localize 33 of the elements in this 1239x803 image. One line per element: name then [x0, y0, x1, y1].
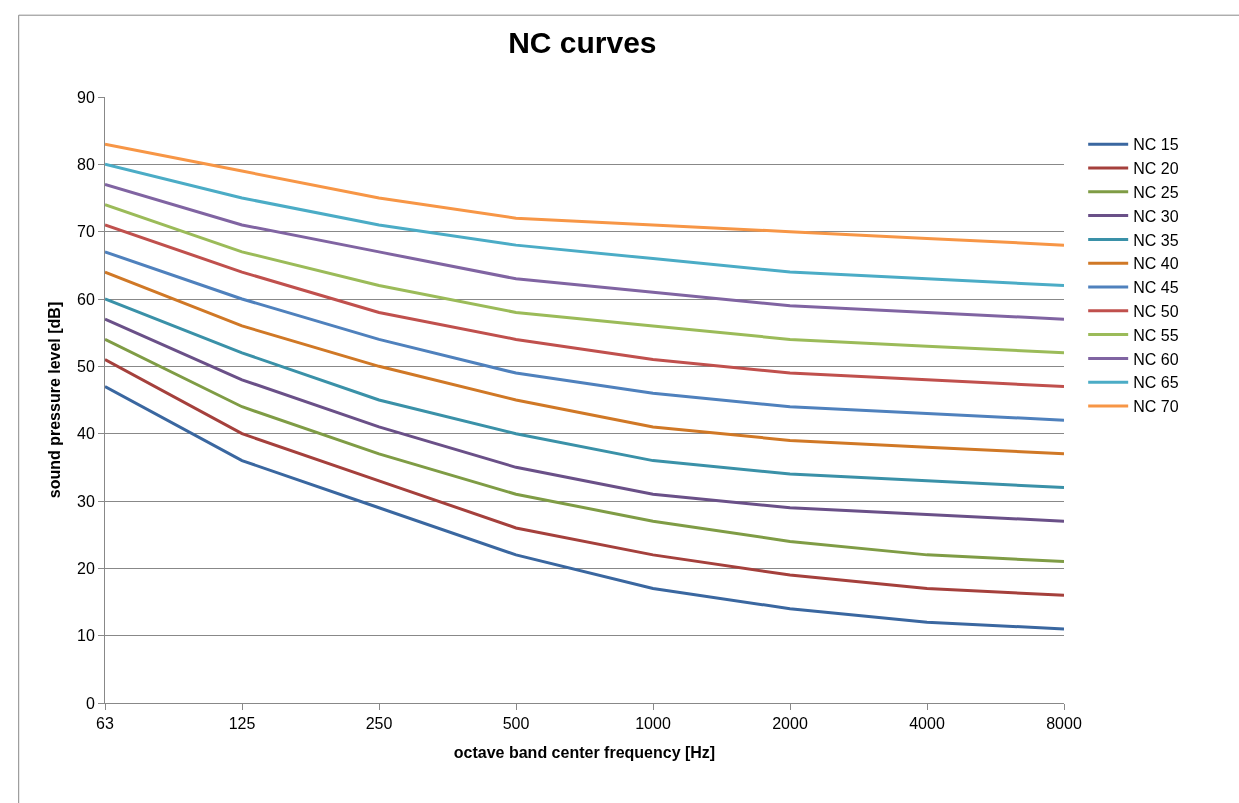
legend-label: NC 65: [1133, 374, 1179, 392]
y-tick-label: 90: [77, 88, 95, 106]
y-tick-label: 80: [77, 155, 95, 173]
legend-label: NC 55: [1133, 326, 1179, 344]
y-tick-label: 70: [77, 223, 95, 241]
x-tick-label: 2000: [772, 715, 808, 733]
y-tick-label: 10: [77, 627, 95, 645]
x-tick-label: 8000: [1046, 715, 1082, 733]
chart-title: NC curves: [508, 26, 657, 60]
x-tick-label: 125: [228, 715, 256, 733]
y-tick-label: 40: [77, 425, 95, 443]
y-tick-label: 30: [77, 492, 95, 510]
legend-label: NC 70: [1133, 398, 1179, 416]
x-tick-label: 1000: [635, 715, 671, 733]
y-tick-label: 0: [85, 694, 95, 712]
legend-label: NC 20: [1133, 160, 1179, 178]
x-tick-label: 63: [96, 715, 114, 733]
y-tick-label: 60: [77, 290, 95, 308]
x-axis-title: octave band center frequency [Hz]: [453, 743, 716, 761]
y-tick-label: 50: [77, 357, 95, 375]
legend-label: NC 30: [1133, 207, 1179, 225]
legend-label: NC 35: [1133, 231, 1179, 249]
legend-label: NC 40: [1133, 255, 1179, 273]
legend-label: NC 25: [1133, 184, 1179, 202]
x-tick-label: 500: [502, 715, 530, 733]
y-axis-title: sound pressure level [dB]: [45, 301, 63, 499]
legend-label: NC 60: [1133, 350, 1179, 368]
legend-label: NC 15: [1133, 136, 1179, 154]
x-tick-label: 250: [365, 715, 393, 733]
legend-label: NC 45: [1133, 279, 1179, 297]
legend-label: NC 50: [1133, 303, 1179, 321]
y-tick-label: 20: [77, 559, 95, 577]
x-tick-label: 4000: [909, 715, 945, 733]
